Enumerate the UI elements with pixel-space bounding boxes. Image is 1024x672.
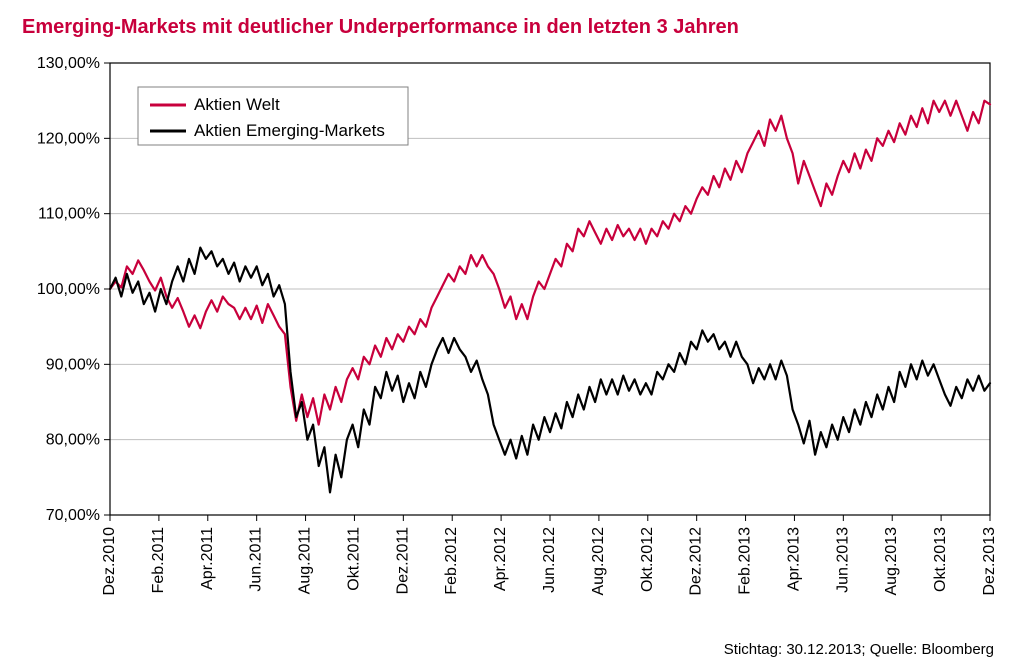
svg-text:100,00%: 100,00%: [37, 281, 100, 298]
stichtag-label: Stichtag:: [724, 641, 782, 658]
svg-text:Okt.2011: Okt.2011: [345, 527, 362, 591]
stichtag-value: 30.12.2013;: [786, 641, 865, 658]
svg-text:Apr.2012: Apr.2012: [492, 527, 509, 591]
svg-text:130,00%: 130,00%: [37, 55, 100, 72]
svg-text:Aug.2012: Aug.2012: [590, 527, 607, 596]
svg-text:Dez.2012: Dez.2012: [688, 527, 705, 596]
svg-text:110,00%: 110,00%: [38, 206, 100, 223]
svg-text:Dez.2013: Dez.2013: [981, 527, 998, 596]
svg-text:Aug.2013: Aug.2013: [883, 527, 900, 596]
svg-text:Jun.2012: Jun.2012: [541, 527, 558, 593]
quelle-value: Bloomberg: [921, 641, 994, 658]
svg-text:Aug.2011: Aug.2011: [297, 527, 314, 594]
svg-text:Apr.2013: Apr.2013: [785, 527, 802, 591]
svg-text:90,00%: 90,00%: [46, 356, 100, 373]
svg-text:80,00%: 80,00%: [46, 432, 100, 449]
svg-text:Feb.2011: Feb.2011: [150, 527, 167, 594]
performance-chart: 70,00% 80,00% 90,00% 100,00% 110,00% 120,00% 1…: [20, 53, 1004, 613]
svg-text:Dez.2011: Dez.2011: [394, 527, 411, 594]
svg-text:Feb.2013: Feb.2013: [737, 527, 754, 595]
svg-text:Jun.2011: Jun.2011: [248, 527, 265, 592]
svg-text:120,00%: 120,00%: [37, 130, 100, 147]
svg-text:Okt.2013: Okt.2013: [932, 527, 949, 592]
svg-text:Aktien Welt: Aktien Welt: [194, 95, 280, 114]
page-title: Emerging-Markets mit deutlicher Underper…: [22, 16, 1004, 39]
svg-text:Dez.2010: Dez.2010: [101, 527, 118, 596]
svg-text:Feb.2012: Feb.2012: [443, 527, 460, 595]
quelle-label: Quelle:: [870, 641, 918, 658]
svg-text:70,00%: 70,00%: [46, 507, 100, 524]
svg-text:Jun.2013: Jun.2013: [834, 527, 851, 593]
chart-footer: Stichtag: 30.12.2013; Quelle: Bloomberg: [724, 641, 994, 658]
svg-text:Okt.2012: Okt.2012: [639, 527, 656, 592]
svg-text:Apr.2011: Apr.2011: [199, 527, 216, 590]
svg-text:Aktien Emerging-Markets: Aktien Emerging-Markets: [194, 121, 385, 140]
